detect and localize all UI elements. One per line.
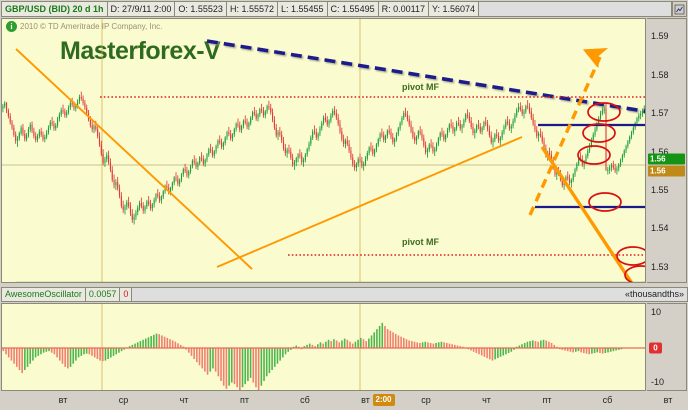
upper-channel-dashed — [206, 39, 645, 114]
prev-close-tag: 1.56 — [648, 165, 685, 177]
price-tick: 1.58 — [651, 69, 669, 80]
price-tick: 1.59 — [651, 31, 669, 42]
oscillator-pane[interactable] — [1, 303, 646, 391]
time-axis-label: сб — [300, 395, 310, 405]
time-axis-label: сб — [602, 395, 613, 405]
osc-tick-lower: -10 — [651, 377, 665, 387]
chart-settings-icon[interactable] — [672, 1, 687, 17]
oscillator-units[interactable]: «thousandths» — [131, 287, 688, 302]
time-axis[interactable]: вт ср чт пт сб вт 2:00 ср чт пт сб вт — [1, 392, 687, 409]
pivot-label-lower: pivot MF — [402, 237, 439, 247]
osc-zero-tag: 0 — [649, 342, 662, 354]
price-tick: 1.53 — [651, 261, 669, 272]
price-chart-canvas — [2, 19, 645, 282]
symbol-field[interactable]: GBP/USD (BID) 20 d 1h — [1, 1, 108, 17]
high-field: H: 1.55572 — [225, 1, 278, 17]
time-axis-label: пт — [240, 395, 249, 405]
time-axis-label: чт — [482, 395, 491, 405]
breakdown-marker-2 — [616, 246, 645, 266]
time-cursor-badge: 2:00 — [372, 394, 395, 406]
projection-arrow-group — [528, 57, 637, 282]
watermark-label: Masterforex-V — [60, 37, 221, 65]
breakout-marker-3 — [577, 145, 611, 165]
pivot-label-upper: pivot MF — [402, 82, 439, 92]
oscillator-canvas — [2, 304, 645, 390]
close-field: C: 1.55495 — [326, 1, 379, 17]
oscillator-name[interactable]: AwesomeOscillator — [1, 287, 86, 302]
breakdown-marker-3 — [624, 265, 645, 282]
price-chart-pane[interactable]: i 2010 © TD Ameritrade IP Company, Inc. … — [1, 18, 646, 283]
osc-tick-upper: 10 — [651, 307, 662, 317]
bearish-breakdown-arrow — [540, 146, 637, 282]
prev-close-field: Y: 1.56074 — [427, 1, 480, 17]
oscillator-axis[interactable]: 10 -10 0 — [647, 303, 687, 391]
time-axis-label: ср — [421, 395, 431, 405]
price-tick: 1.55 — [651, 184, 669, 195]
chart-header-bar: GBP/USD (BID) 20 d 1h D: 27/9/11 2:00 O:… — [0, 0, 688, 17]
breakout-marker-2 — [582, 123, 616, 143]
oscillator-header-bar: AwesomeOscillator 0.0057 0 «thousandths» — [1, 287, 688, 302]
time-axis-label: чт — [179, 395, 189, 405]
copyright-text: 2010 © TD Ameritrade IP Company, Inc. — [20, 22, 163, 31]
grid-lines — [2, 19, 645, 282]
breakout-marker-1 — [587, 102, 621, 122]
trendline-group — [15, 39, 645, 282]
ascending-support — [216, 136, 523, 268]
price-tick: 1.57 — [651, 108, 669, 119]
time-axis-label: вт — [58, 395, 68, 405]
info-icon: i — [6, 21, 17, 32]
date-field: D: 27/9/11 2:00 — [106, 1, 176, 17]
time-axis-label: вт — [361, 395, 370, 405]
header-empty-field[interactable] — [478, 1, 672, 17]
ellipse-marker-group — [577, 102, 645, 282]
time-axis-label: вт — [663, 395, 673, 405]
oscillator-value-primary: 0.0057 — [84, 287, 121, 302]
range-field: R: 0.00117 — [377, 1, 429, 17]
time-axis-label: ср — [118, 395, 129, 405]
breakdown-marker-1 — [588, 192, 622, 212]
low-field: L: 1.55455 — [277, 1, 328, 17]
oscillator-histogram — [2, 322, 623, 390]
open-field: O: 1.55523 — [174, 1, 227, 17]
price-tick: 1.54 — [651, 223, 669, 234]
descending-resistance — [15, 48, 253, 270]
price-tick: 1.56 — [651, 146, 669, 157]
copyright-notice: i 2010 © TD Ameritrade IP Company, Inc. — [6, 21, 162, 32]
last-price-tag: 1.56 — [648, 153, 685, 165]
time-axis-label: пт — [542, 395, 552, 405]
price-axis[interactable]: 1.59 1.58 1.57 1.56 1.55 1.54 1.53 1.56 1.56 — [647, 18, 687, 283]
